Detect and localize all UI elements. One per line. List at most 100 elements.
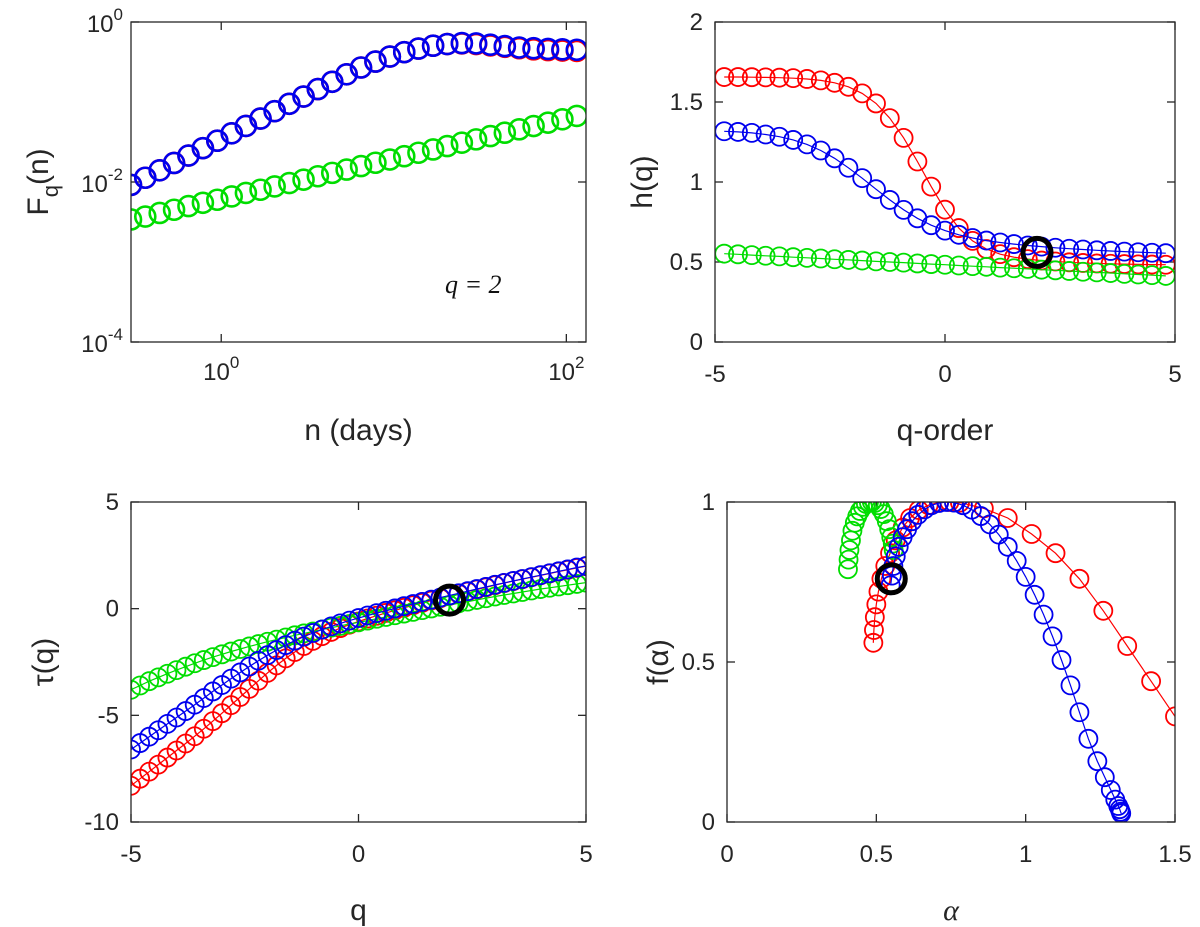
data-point [1141,671,1162,692]
data-point [392,40,416,64]
data-point [565,104,586,128]
data-point [907,253,928,274]
data-point [1114,263,1135,284]
data-point [1114,241,1135,262]
data-point [908,504,929,525]
data-point [493,121,517,145]
series-blue [880,502,1132,822]
x-axis-label: q-order [897,414,994,447]
y-tick-label: 1 [702,489,715,516]
data-point [921,502,942,516]
data-point [320,161,344,185]
data-point [1021,524,1042,544]
data-point [879,108,900,129]
data-point [148,667,169,688]
q-annotation: q = 2 [445,270,502,299]
series-line [131,582,586,691]
x-tick-exponent: 0 [230,353,239,372]
series-green [131,572,586,700]
data-point [1069,702,1090,723]
data-point [306,164,330,188]
x-tick-label: 0 [938,361,951,388]
data-point [990,257,1011,278]
data-point [1142,265,1162,286]
data-point [131,173,143,197]
data-point [864,620,884,640]
data-point [507,118,531,141]
data-point [990,232,1011,253]
data-point [852,168,873,189]
data-point [521,567,542,587]
data-point [133,205,157,228]
data-point [797,69,817,89]
data-point [990,244,1011,265]
data-point [148,159,172,182]
data-point [769,246,790,267]
data-point [1017,249,1038,270]
data-point [855,502,876,514]
data-point [292,168,315,191]
data-point [407,37,430,60]
data-point [1045,237,1066,258]
data-point [741,67,762,88]
x-tick-label: 1.5 [1158,841,1191,868]
x-tick-label: -5 [704,361,725,388]
data-point [1004,258,1024,279]
data-point [464,32,488,55]
data-point [249,178,272,202]
data-point [450,131,474,154]
data-point [133,166,157,190]
data-point [220,122,243,145]
y-axis-label: f(α) [642,639,675,685]
data-point [893,127,914,148]
y-tick-label: -5 [98,702,119,729]
y-tick-base: 10 [87,11,114,38]
y-tick-label: 0.5 [670,249,703,276]
x-tick-label: 102 [548,353,584,386]
data-point [202,647,223,667]
data-point [783,68,804,89]
data-point [306,77,330,101]
data-point [375,600,396,621]
data-point [755,124,776,145]
data-point [464,128,488,151]
data-point [838,559,858,580]
data-point [539,563,560,584]
data-point [1100,241,1121,261]
data-point [177,194,200,218]
data-point [522,114,545,138]
data-point [292,85,315,108]
data-point [193,650,214,670]
series-blue [131,31,586,197]
data-point [948,255,969,276]
data-point [131,208,143,231]
x-tick-label: 100 [203,353,239,386]
data-point [421,138,445,161]
data-point [1045,543,1066,564]
data-point [1086,262,1107,283]
data-point [936,502,957,512]
data-point [728,244,748,265]
data-point [522,36,545,60]
data-point [755,67,776,88]
data-point [755,245,776,266]
x-tick-label: 0 [720,841,733,868]
y-tick-label: 2 [690,9,703,36]
data-point [842,520,863,541]
data-point [335,158,358,181]
data-point [1100,780,1121,800]
data-point [507,36,531,59]
data-point [565,38,586,62]
data-point [948,224,969,245]
data-point [769,126,790,147]
data-point [166,660,187,681]
data-point [378,45,402,68]
data-point [403,594,424,614]
data-point [839,540,860,560]
data-point [962,256,983,277]
chart-panel-bottom-right: 0 0.5 1 1.5 0 0.5 1 α f(α) [642,489,1192,927]
x-tick-label: 5 [1168,361,1181,388]
data-point [921,215,942,236]
data-point [412,591,433,612]
y-tick-exponent: -4 [108,325,123,344]
